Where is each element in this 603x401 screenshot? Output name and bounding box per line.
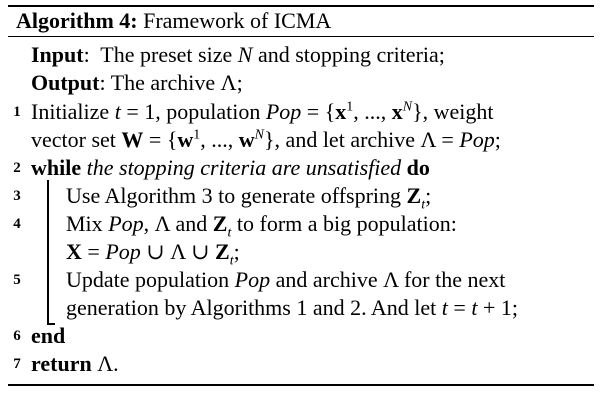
bottom-rule bbox=[8, 384, 594, 386]
output-label: Output bbox=[31, 70, 100, 95]
top-rule bbox=[8, 5, 594, 7]
output-line: Output: The archive Λ; bbox=[31, 70, 243, 95]
algo-line-6: end bbox=[31, 322, 65, 350]
line-number-7: 7 bbox=[13, 356, 21, 372]
input-line: Input: The preset size N and stopping cr… bbox=[31, 42, 445, 67]
loop-bar bbox=[47, 180, 49, 324]
line-number-2: 2 bbox=[13, 160, 21, 176]
algo-line-2: while the stopping criteria are unsatisf… bbox=[31, 155, 430, 180]
algo-line-1b: vector set W = {w1, ..., wN}, and let ar… bbox=[31, 127, 501, 152]
loop-bar-end bbox=[47, 323, 55, 325]
algo-line-4a: Mix Pop, Λ and Zt to form a big populati… bbox=[66, 211, 457, 241]
line-number-6: 6 bbox=[13, 328, 21, 344]
algo-line-3: Use Algorithm 3 to generate offspring Zt… bbox=[66, 183, 432, 213]
title-rule bbox=[8, 36, 594, 37]
algorithm-title-text: Framework of ICMA bbox=[143, 8, 332, 33]
algorithm-title: Algorithm 4: Framework of ICMA bbox=[16, 6, 331, 36]
algo-line-1a: Initialize t = 1, population Pop = {x1, … bbox=[31, 99, 494, 124]
line-number-5: 5 bbox=[13, 272, 21, 288]
algorithm-title-label: Algorithm 4: bbox=[16, 8, 138, 33]
line-number-1: 1 bbox=[13, 104, 21, 120]
algo-line-7: return Λ. bbox=[31, 351, 119, 376]
end-keyword: end bbox=[31, 323, 66, 348]
line-number-4: 4 bbox=[13, 216, 21, 232]
input-label: Input bbox=[31, 42, 84, 67]
algo-line-4b: X = Pop ∪ Λ ∪ Zt; bbox=[66, 239, 240, 269]
algo-line-5a: Update population Pop and archive Λ for … bbox=[66, 267, 506, 292]
line-number-3: 3 bbox=[13, 188, 21, 204]
algo-line-5b: generation by Algorithms 1 and 2. And le… bbox=[66, 295, 518, 320]
